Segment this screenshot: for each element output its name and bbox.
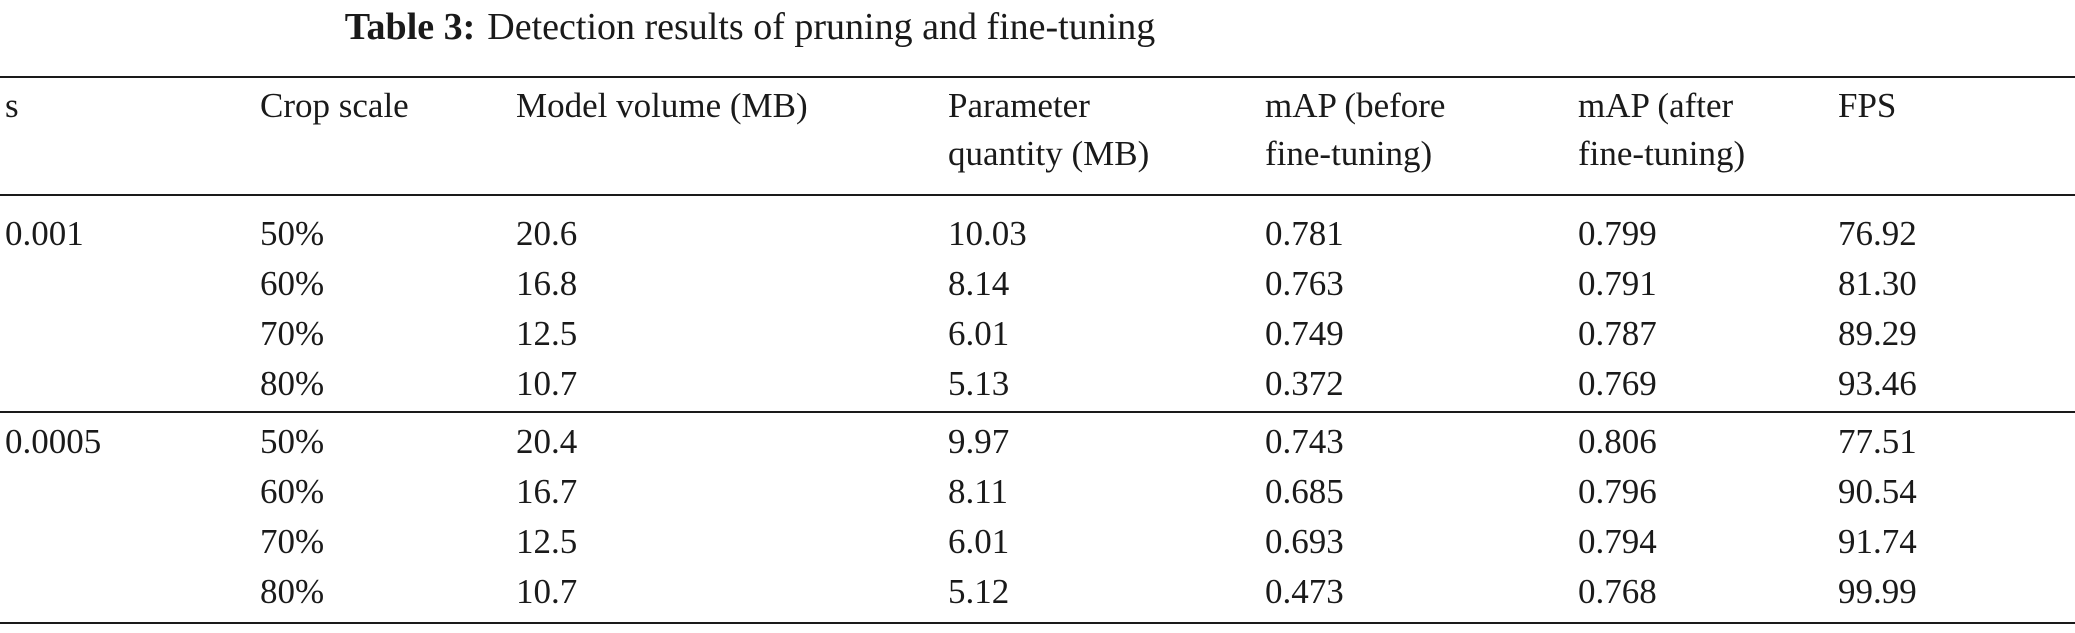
header-map-before-line2: fine-tuning) [1265, 134, 1433, 173]
cell-fps: 99.99 [1838, 572, 1917, 611]
cell-parameter-quantity: 5.12 [948, 572, 1010, 611]
cell-model-volume: 12.5 [516, 314, 578, 353]
header-model-volume: Model volume (MB) [516, 82, 808, 130]
cell-map-after: 0.794 [1578, 522, 1657, 561]
header-map-after: mAP (after fine-tuning) [1578, 82, 1745, 178]
cell-map-after: 0.796 [1578, 472, 1657, 511]
header-parameter-quantity-line1: Parameter [948, 86, 1090, 125]
cell-crop-scale: 60% [260, 472, 325, 511]
cell-fps: 90.54 [1838, 472, 1917, 511]
cell-map-before: 0.685 [1265, 472, 1344, 511]
header-fps-line1: FPS [1838, 86, 1897, 125]
cell-map-after: 0.806 [1578, 422, 1657, 461]
header-bottom-rule [0, 194, 2075, 196]
cell-crop-scale: 80% [260, 572, 325, 611]
cell-fps: 93.46 [1838, 364, 1917, 403]
cell-map-before: 0.749 [1265, 314, 1344, 353]
cell-map-before: 0.763 [1265, 264, 1344, 303]
cell-parameter-quantity: 5.13 [948, 364, 1010, 403]
cell-model-volume: 16.8 [516, 264, 578, 303]
cell-parameter-quantity: 6.01 [948, 314, 1010, 353]
cell-parameter-quantity: 8.14 [948, 264, 1010, 303]
cell-map-before: 0.781 [1265, 214, 1344, 253]
cell-map-after: 0.787 [1578, 314, 1657, 353]
cell-map-before: 0.693 [1265, 522, 1344, 561]
cell-fps: 91.74 [1838, 522, 1917, 561]
group-s-value: 0.0005 [5, 422, 102, 461]
header-crop-scale: Crop scale [260, 82, 409, 130]
cell-fps: 76.92 [1838, 214, 1917, 253]
header-fps: FPS [1838, 82, 1896, 130]
table-caption-label: Table 3: [344, 6, 476, 48]
cell-parameter-quantity: 9.97 [948, 422, 1010, 461]
table-caption: Table 3: Detection results of pruning and… [0, 2, 1500, 52]
cell-map-after: 0.799 [1578, 214, 1657, 253]
table-caption-text: Detection results of pruning and fine-tu… [487, 6, 1156, 48]
header-map-before: mAP (before fine-tuning) [1265, 82, 1445, 178]
cell-map-after: 0.769 [1578, 364, 1657, 403]
cell-crop-scale: 50% [260, 214, 325, 253]
cell-map-before: 0.743 [1265, 422, 1344, 461]
cell-crop-scale: 50% [260, 422, 325, 461]
group-s-value: 0.001 [5, 214, 84, 253]
cell-fps: 81.30 [1838, 264, 1917, 303]
cell-crop-scale: 70% [260, 522, 325, 561]
cell-model-volume: 16.7 [516, 472, 578, 511]
cell-parameter-quantity: 10.03 [948, 214, 1027, 253]
header-map-after-line2: fine-tuning) [1578, 134, 1746, 173]
cell-model-volume: 10.7 [516, 364, 578, 403]
cell-model-volume: 12.5 [516, 522, 578, 561]
header-s: s [5, 82, 19, 130]
header-map-before-line1: mAP (before [1265, 86, 1446, 125]
cell-crop-scale: 70% [260, 314, 325, 353]
cell-model-volume: 20.6 [516, 214, 578, 253]
cell-map-after: 0.768 [1578, 572, 1657, 611]
cell-parameter-quantity: 8.11 [948, 472, 1008, 511]
table-top-rule [0, 76, 2075, 78]
cell-fps: 89.29 [1838, 314, 1917, 353]
header-map-after-line1: mAP (after [1578, 86, 1734, 125]
header-parameter-quantity: Parameter quantity (MB) [948, 82, 1149, 178]
cell-crop-scale: 80% [260, 364, 325, 403]
cell-map-before: 0.473 [1265, 572, 1344, 611]
header-model-volume-line1: Model volume (MB) [516, 86, 808, 125]
header-parameter-quantity-line2: quantity (MB) [948, 134, 1150, 173]
table-bottom-rule [0, 622, 2075, 624]
cell-model-volume: 20.4 [516, 422, 578, 461]
cell-fps: 77.51 [1838, 422, 1917, 461]
cell-parameter-quantity: 6.01 [948, 522, 1010, 561]
header-s-line1: s [5, 86, 19, 125]
group-separator-rule [0, 411, 2075, 413]
header-crop-scale-line1: Crop scale [260, 86, 409, 125]
cell-map-before: 0.372 [1265, 364, 1344, 403]
cell-map-after: 0.791 [1578, 264, 1657, 303]
cell-crop-scale: 60% [260, 264, 325, 303]
cell-model-volume: 10.7 [516, 572, 578, 611]
